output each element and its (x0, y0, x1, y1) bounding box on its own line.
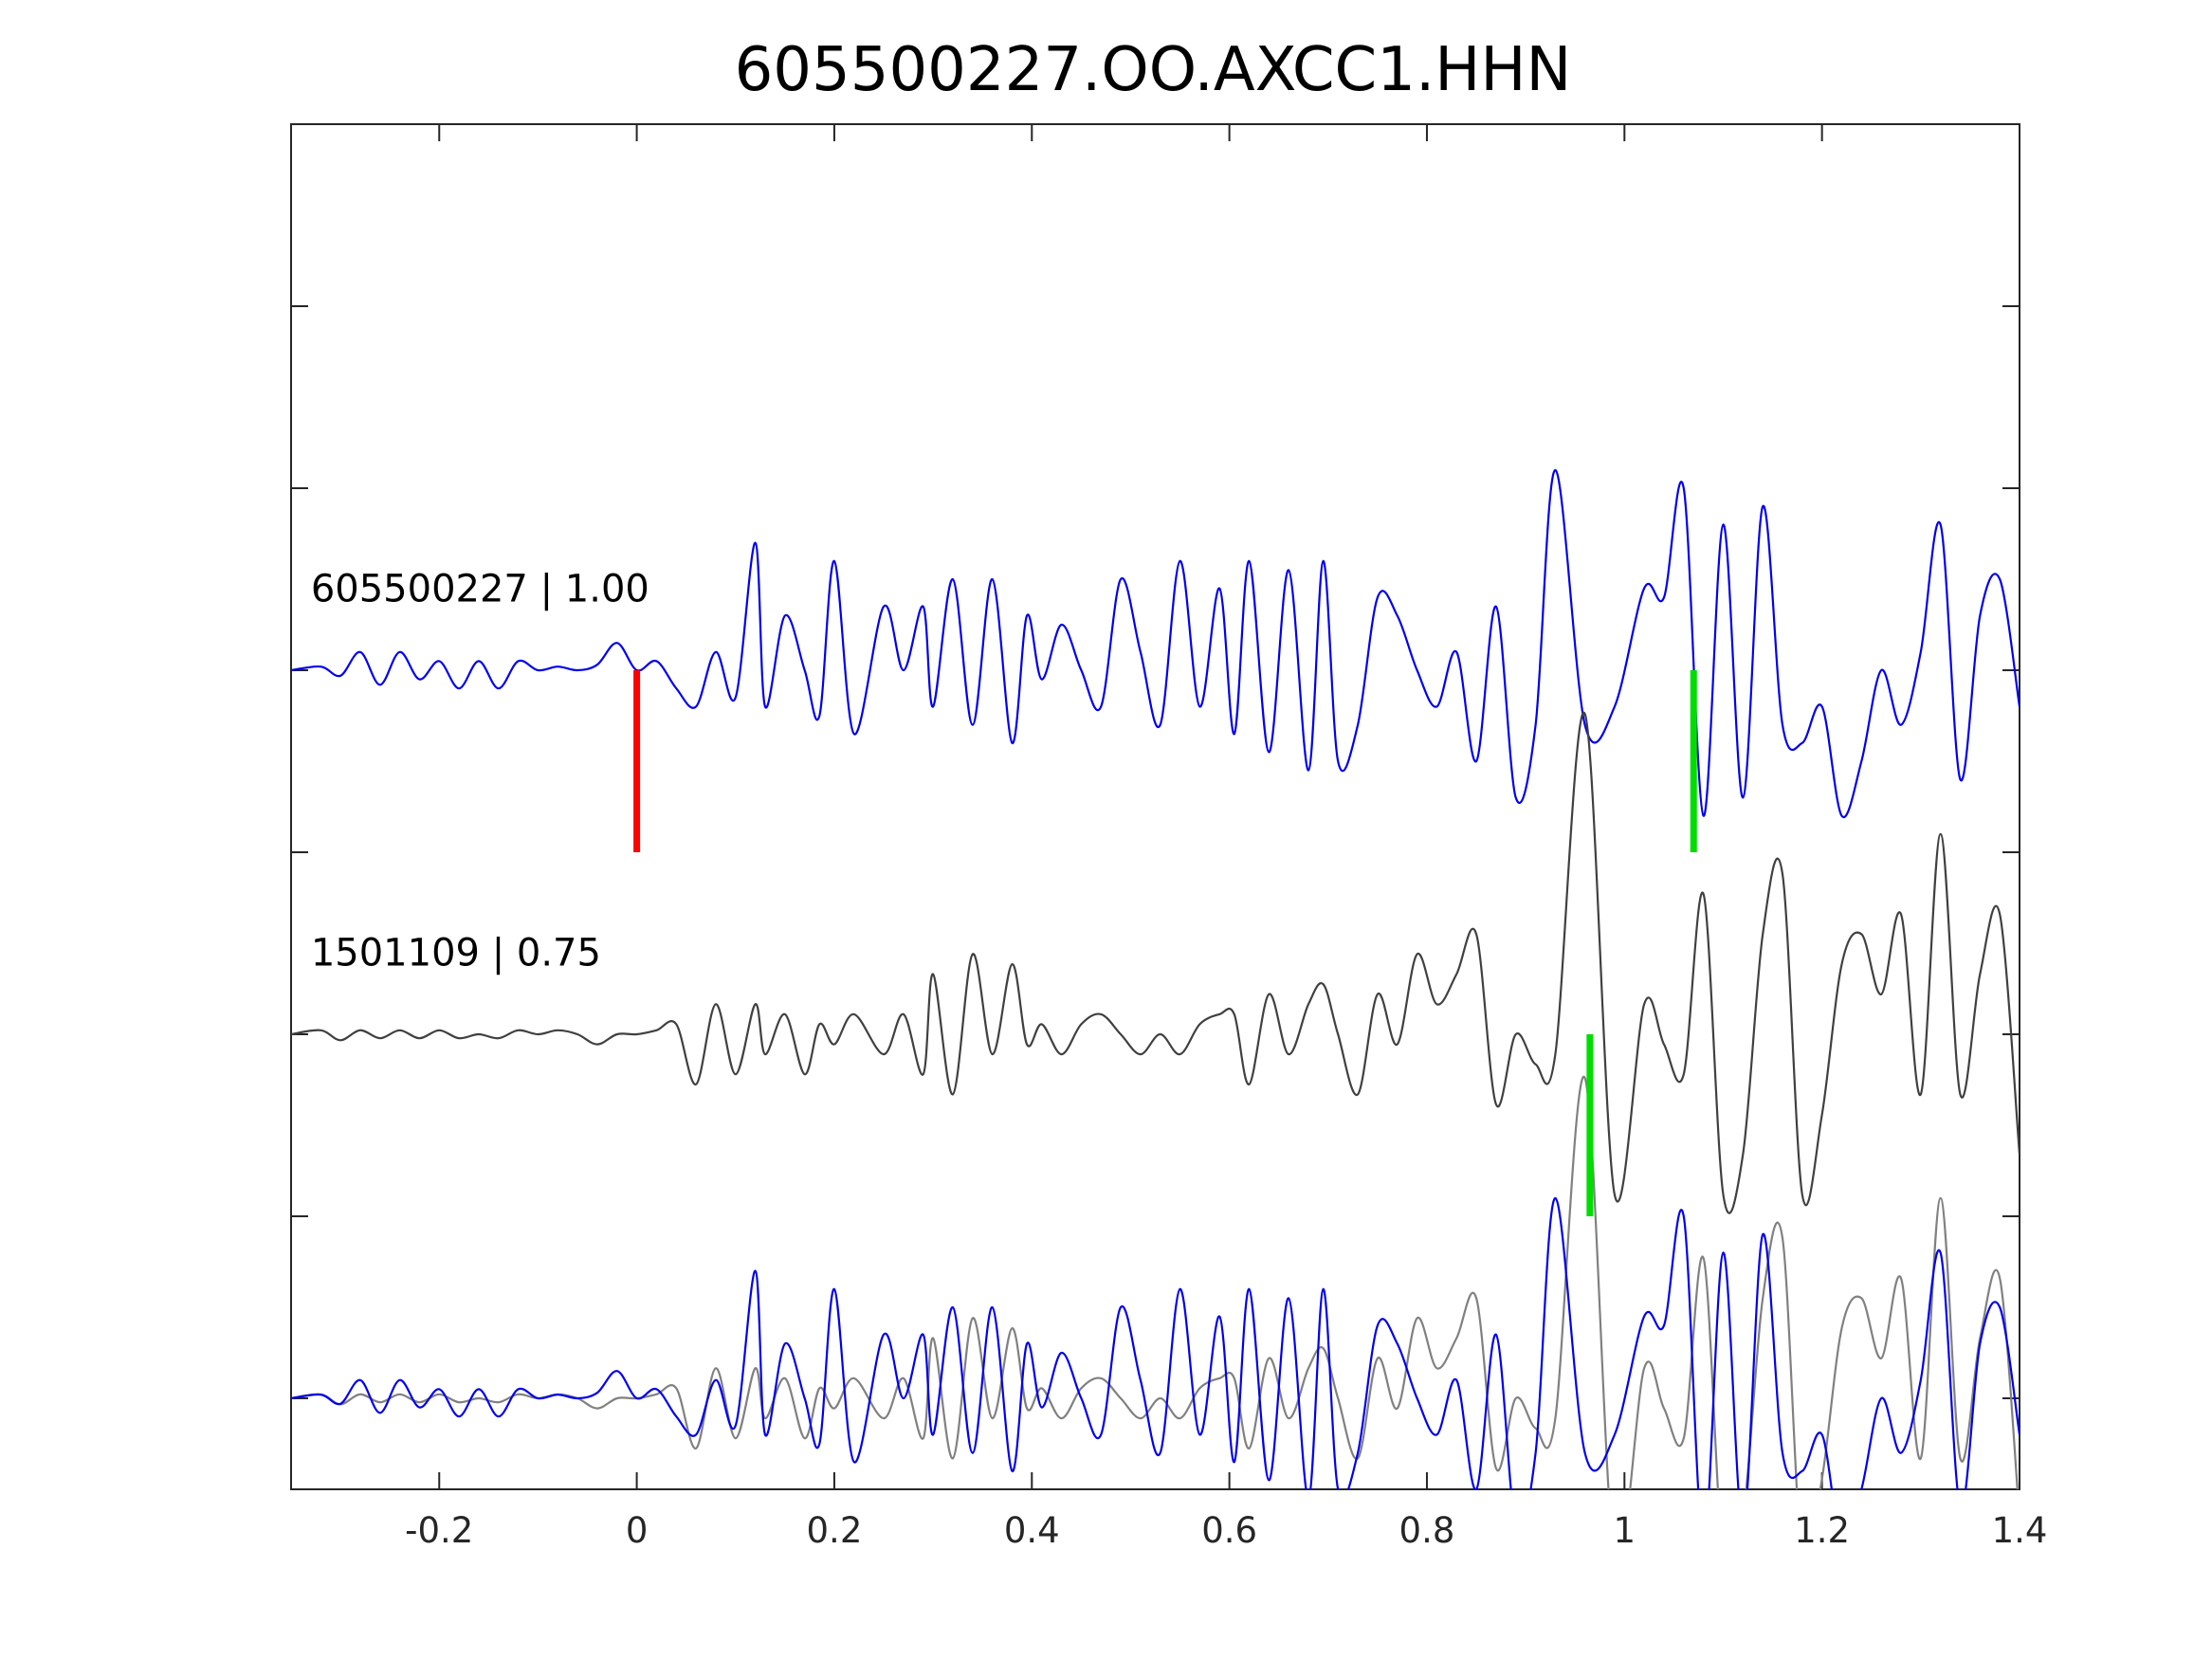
x-tick-label: 0.2 (807, 1510, 863, 1551)
trace-label: 1501109 | 0.75 (311, 932, 601, 975)
x-tick-labels: -0.2 0 0.2 0.4 0.6 0.8 1 1.2 1.4 (405, 1510, 2047, 1551)
pick-markers (633, 670, 1697, 1216)
x-tick-label: 0.8 (1399, 1510, 1455, 1551)
trace-labels: 605500227 | 1.00 1501109 | 0.75 (311, 568, 649, 975)
trace-label: 605500227 | 1.00 (311, 568, 649, 611)
x-tick-label: 1 (1614, 1510, 1636, 1551)
trace-1501109 (291, 711, 2020, 1214)
overlay-trace-605500227 (291, 1196, 2020, 1489)
chart-title: 605500227.OO.AXCC1.HHN (735, 35, 1572, 105)
trace-605500227 (291, 468, 2020, 819)
x-tick-label: 1.2 (1794, 1510, 1850, 1551)
plot-area: -0.2 0 0.2 0.4 0.6 0.8 1 1.2 1.4 605500227 | 1.0… (290, 123, 2047, 1551)
x-tick-label: 0.6 (1201, 1510, 1257, 1551)
waveform-traces (291, 468, 2020, 1489)
x-tick-label: 0 (626, 1510, 649, 1551)
x-tick-label: -0.2 (405, 1510, 473, 1551)
x-tick-label: 0.4 (1004, 1510, 1060, 1551)
overlay-trace-1501109 (291, 1075, 2019, 1489)
axis-ticks (291, 124, 2020, 1489)
x-tick-label: 1.4 (1992, 1510, 2048, 1551)
axes-box (290, 123, 2020, 1490)
